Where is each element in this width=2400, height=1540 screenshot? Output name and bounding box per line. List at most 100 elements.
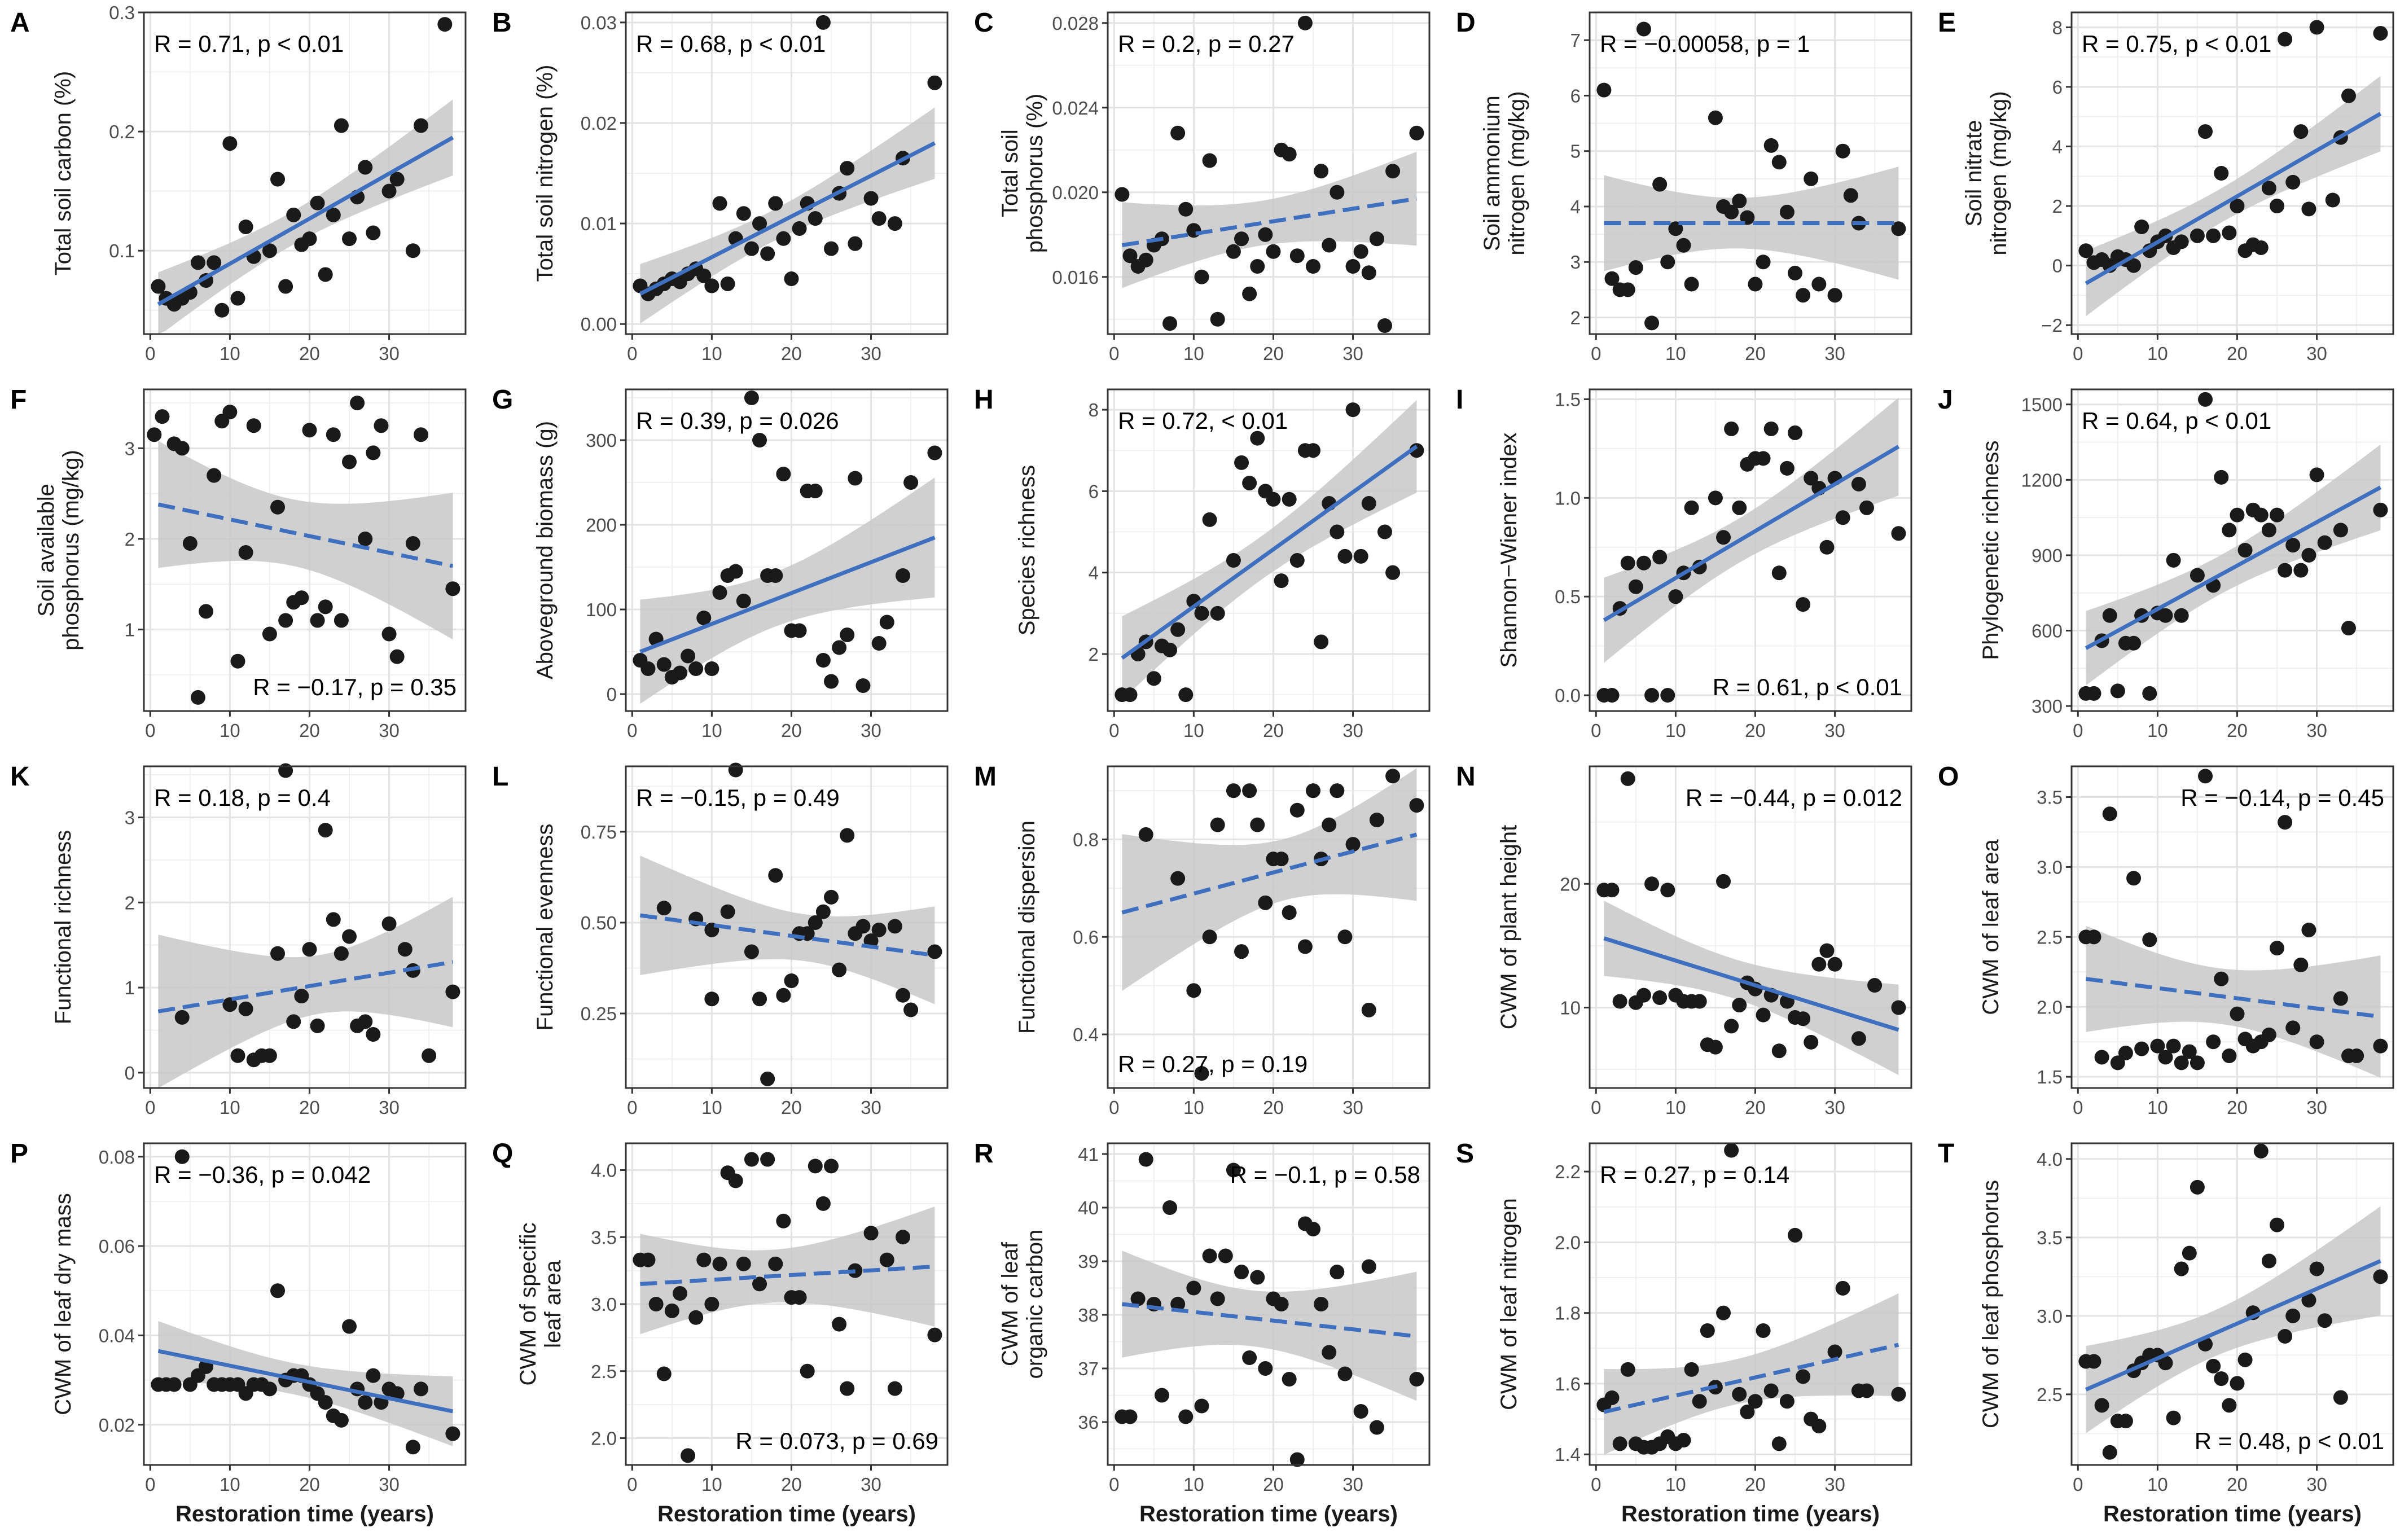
- data-point: [1122, 687, 1138, 703]
- data-point: [1796, 288, 1811, 303]
- data-point: [318, 1395, 333, 1410]
- x-tick-label: 0: [1591, 1474, 1601, 1495]
- data-point: [1684, 277, 1699, 292]
- data-point: [246, 418, 261, 433]
- data-point: [326, 207, 341, 222]
- data-point: [704, 1297, 719, 1311]
- data-point: [1724, 1143, 1739, 1158]
- data-point: [2261, 181, 2276, 196]
- fit-line: [2085, 1259, 2381, 1392]
- data-point: [1771, 155, 1787, 170]
- data-point: [1234, 455, 1249, 470]
- data-point: [1250, 259, 1265, 274]
- panel-e: 0 10 20 30 −2 0 2 4 6 8 Soil nitrate nitrogen (mg/k…: [1938, 8, 2394, 364]
- data-point: [1835, 510, 1850, 525]
- x-tick-label: 10: [1665, 343, 1686, 364]
- stat-annotation: R = 0.27, p = 0.19: [1118, 1051, 1308, 1077]
- data-point: [358, 1014, 373, 1029]
- data-point: [784, 271, 799, 287]
- y-tick-label: 41: [1078, 1144, 1099, 1165]
- y-tick-label: 0.3: [109, 2, 135, 23]
- data-point: [2285, 1308, 2301, 1323]
- y-tick-label: 0.8: [1073, 830, 1099, 850]
- x-axis-title: Restoration time (years): [175, 1502, 434, 1526]
- y-tick-label: 0.016: [1052, 267, 1099, 288]
- data-point: [2333, 991, 2348, 1006]
- data-point: [2317, 1313, 2332, 1328]
- data-point: [1756, 451, 1771, 466]
- y-tick-label: 6: [1570, 85, 1581, 106]
- data-point: [2174, 234, 2189, 249]
- data-point: [696, 1252, 712, 1267]
- fit-line: [157, 1349, 454, 1414]
- data-point: [2349, 1048, 2364, 1063]
- stat-annotation: R = 0.073, p = 0.69: [735, 1428, 938, 1454]
- data-point: [270, 172, 286, 187]
- data-point: [1369, 813, 1384, 827]
- y-axis-title: Soil available: [34, 484, 59, 617]
- fit-line: [2085, 485, 2382, 650]
- y-tick-label: 37: [1078, 1358, 1099, 1379]
- data-point: [2134, 1041, 2149, 1056]
- x-tick-label: 10: [1665, 1097, 1686, 1118]
- data-point: [2078, 243, 2094, 258]
- y-tick-label: 2.0: [591, 1428, 617, 1449]
- data-point: [1636, 988, 1651, 1003]
- data-point: [238, 545, 253, 560]
- data-point: [270, 499, 286, 515]
- data-point: [640, 1252, 656, 1267]
- data-point: [278, 763, 293, 778]
- x-axis-title: Restoration time (years): [657, 1502, 916, 1526]
- data-point: [1716, 1305, 1731, 1320]
- data-point: [207, 255, 222, 270]
- data-point: [318, 599, 333, 615]
- stat-annotation: R = 0.18, p = 0.4: [154, 784, 331, 811]
- data-point: [1274, 573, 1289, 589]
- plot-border: [625, 765, 949, 1089]
- x-tick-label: 20: [781, 1097, 802, 1118]
- data-point: [832, 962, 847, 977]
- data-point: [1226, 553, 1241, 568]
- data-point: [2190, 1179, 2205, 1195]
- y-tick-label: 0: [2052, 256, 2063, 277]
- y-tick-label: 38: [1078, 1305, 1099, 1326]
- data-point: [190, 690, 205, 705]
- x-tick-label: 30: [2306, 1474, 2327, 1495]
- data-point: [1226, 783, 1241, 798]
- data-point: [1226, 1162, 1241, 1178]
- data-point: [815, 653, 831, 668]
- data-point: [871, 922, 887, 937]
- data-point: [712, 196, 727, 211]
- data-point: [2270, 941, 2285, 956]
- data-point: [2126, 871, 2142, 886]
- data-point: [405, 1440, 420, 1455]
- data-point: [1242, 783, 1257, 798]
- y-tick-label: 3.5: [2037, 1227, 2063, 1248]
- data-point: [310, 195, 325, 210]
- data-point: [768, 1256, 783, 1271]
- data-point: [1748, 1394, 1763, 1409]
- data-point: [2278, 32, 2293, 47]
- x-tick-label: 10: [1665, 1474, 1686, 1495]
- data-point: [1756, 1007, 1771, 1023]
- data-point: [2206, 1034, 2221, 1050]
- data-point: [760, 246, 775, 261]
- y-tick-label: 3.0: [2037, 857, 2063, 878]
- data-point: [1361, 1002, 1376, 1017]
- panel-label: S: [1456, 1139, 1474, 1169]
- data-point: [2301, 1293, 2316, 1308]
- x-tick-label: 10: [220, 343, 240, 364]
- data-point: [2230, 1006, 2245, 1021]
- y-tick-label: 100: [586, 599, 617, 620]
- data-point: [1122, 1409, 1138, 1424]
- y-axis-title: Phylogenetic richness: [1978, 440, 2003, 660]
- x-tick-label: 10: [2147, 1097, 2168, 1118]
- y-tick-label: 4.0: [2037, 1149, 2063, 1170]
- data-point: [768, 196, 783, 211]
- confidence-band: [640, 855, 935, 1004]
- data-point: [2293, 563, 2309, 578]
- x-tick-label: 10: [701, 720, 722, 741]
- y-tick-label: 1.4: [1555, 1444, 1581, 1465]
- data-point: [230, 291, 245, 306]
